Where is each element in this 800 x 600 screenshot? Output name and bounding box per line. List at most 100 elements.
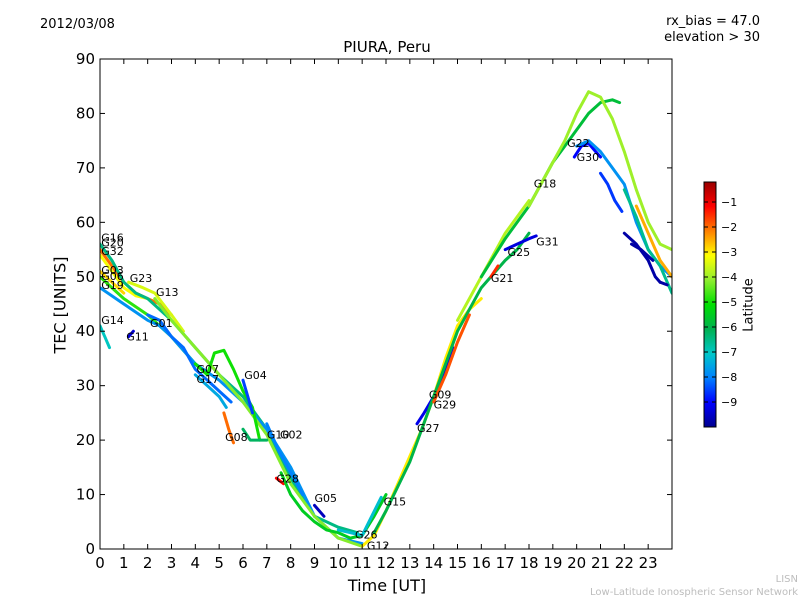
- sat-label-g22: G22: [567, 137, 590, 150]
- sat-label-g29: G29: [434, 399, 457, 412]
- x-tick-label: 23: [639, 554, 658, 572]
- bias-info: rx_bias = 47.0 elevation > 30: [664, 14, 760, 46]
- y-tick-label: 30: [76, 377, 95, 395]
- sat-label-g09: G09: [429, 389, 452, 402]
- x-tick-label: 9: [310, 554, 320, 572]
- y-tick-label: 70: [76, 159, 95, 177]
- series-g14: [100, 324, 111, 350]
- sat-label-g18: G18: [534, 177, 557, 190]
- series-g32: [100, 253, 150, 301]
- series-g29: [432, 313, 471, 404]
- sat-label-g13: G13: [156, 286, 179, 299]
- series-g21: [489, 264, 500, 279]
- series-g05: [313, 503, 326, 518]
- x-tick-label: 7: [262, 554, 272, 572]
- footer-credit: LISN Low-Latitude Ionospheric Sensor Net…: [590, 573, 798, 599]
- series-g02: [265, 422, 305, 497]
- series-g13: [153, 297, 364, 548]
- sat-label-g14: G14: [101, 314, 124, 327]
- x-tick-label: 2: [143, 554, 153, 572]
- y-tick-label: 80: [76, 104, 95, 122]
- sat-label-g11: G11: [126, 330, 149, 343]
- chart-title: PIURA, Peru: [343, 38, 431, 56]
- colorbar-tick-label: −4: [721, 271, 737, 284]
- x-tick-label: 1: [119, 554, 129, 572]
- sat-label-g30: G30: [577, 151, 600, 164]
- series-g04: [241, 378, 254, 415]
- sat-label-g17: G17: [197, 373, 220, 386]
- y-tick-label: 0: [85, 540, 95, 558]
- x-tick-label: 0: [95, 554, 105, 572]
- series-g23: [127, 280, 185, 333]
- sat-label-g27: G27: [417, 422, 440, 435]
- sat-label-g10: G10: [267, 428, 290, 441]
- sat-label-g26: G26: [355, 529, 378, 542]
- series-g38: [658, 280, 669, 287]
- series-g28: [274, 476, 285, 486]
- x-tick-label: 13: [400, 554, 419, 572]
- sat-label-g23: G23: [130, 272, 153, 285]
- y-tick-label: 40: [76, 322, 95, 340]
- colorbar-tick-label: −8: [721, 371, 737, 384]
- x-tick-label: 22: [615, 554, 634, 572]
- footer-line-2: Low-Latitude Ionospheric Sensor Network: [590, 587, 798, 598]
- footer-line-1: LISN: [775, 574, 798, 585]
- y-tick-label: 20: [76, 431, 95, 449]
- series-g19: [100, 286, 364, 546]
- colorbar-tick-label: −6: [721, 321, 737, 334]
- rx-bias-label: rx_bias = 47.0: [666, 14, 760, 29]
- x-tick-label: 16: [472, 554, 491, 572]
- sat-label-g07: G07: [197, 363, 220, 376]
- x-tick-label: 5: [214, 554, 224, 572]
- series-g31: [503, 234, 538, 252]
- series-g30: [572, 141, 602, 159]
- sat-label-g19: G19: [101, 279, 124, 292]
- series-g10: [241, 427, 269, 442]
- sat-label-g02: G02: [280, 428, 303, 441]
- series-g35: [622, 188, 672, 295]
- x-tick-label: 14: [424, 554, 443, 572]
- colorbar-tick-label: −9: [721, 396, 737, 409]
- x-tick-label: 17: [496, 554, 515, 572]
- sat-label-g03: G03: [101, 264, 124, 277]
- x-tick-label: 11: [353, 554, 372, 572]
- series-g08: [222, 411, 235, 445]
- x-tick-label: 21: [591, 554, 610, 572]
- x-tick-label: 8: [286, 554, 296, 572]
- date-label: 2012/03/08: [40, 17, 115, 32]
- sat-label-g31: G31: [536, 236, 559, 249]
- series-g03: [100, 269, 126, 295]
- y-tick-label: 90: [76, 50, 95, 68]
- series-g33: [599, 171, 624, 213]
- colorbar-tick-label: −2: [721, 221, 737, 234]
- series-g09: [372, 231, 531, 535]
- sat-label-g06: G06: [101, 270, 124, 283]
- series-g18: [479, 98, 622, 279]
- x-tick-label: 3: [167, 554, 177, 572]
- series-g34: [622, 231, 662, 284]
- sat-label-g05: G05: [315, 492, 338, 505]
- sat-label-g08: G08: [225, 431, 248, 444]
- sat-label-g15: G15: [384, 495, 407, 508]
- colorbar-tick-label: −5: [721, 296, 737, 309]
- colorbar-gradient: [703, 181, 717, 428]
- y-tick-label: 50: [76, 268, 95, 286]
- x-tick-label: 19: [543, 554, 562, 572]
- sat-label-g01: G01: [150, 317, 173, 330]
- series-g01: [146, 313, 233, 404]
- series-g11: [127, 329, 135, 339]
- colorbar-tick-label: −7: [721, 346, 737, 359]
- sat-label-g04: G04: [244, 369, 267, 382]
- y-tick-label: 60: [76, 213, 95, 231]
- colorbar-tick-label: −3: [721, 246, 737, 259]
- sat-label-g20: G20: [101, 236, 124, 249]
- series-layer: [100, 90, 672, 548]
- colorbar: −1 −2 −3 −4 −5 −6 −7 −8 −9: [703, 181, 737, 428]
- x-tick-label: 4: [191, 554, 201, 572]
- sat-label-g21: G21: [491, 272, 514, 285]
- colorbar-tick-label: −1: [721, 196, 737, 209]
- series-g22: [527, 90, 672, 252]
- x-tick-label: 10: [329, 554, 348, 572]
